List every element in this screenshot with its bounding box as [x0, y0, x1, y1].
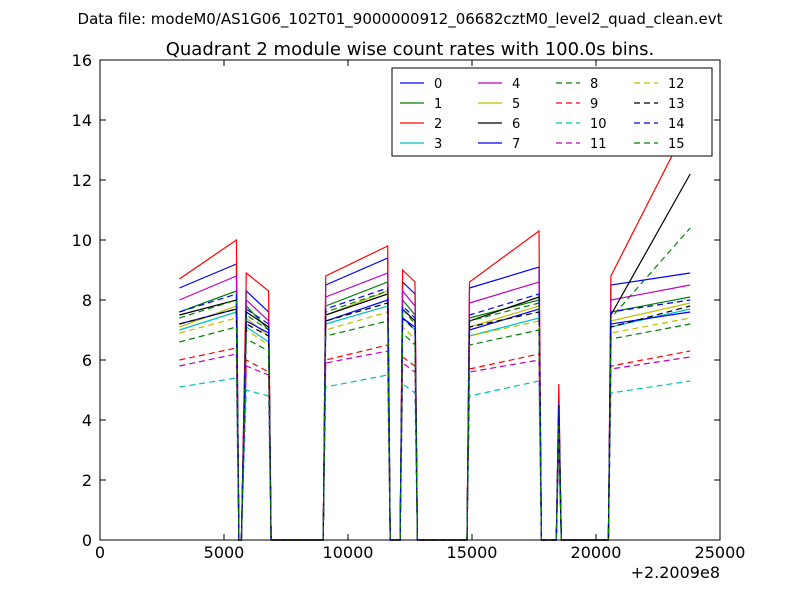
y-tick-label: 8	[82, 291, 92, 310]
x-tick-label: 20000	[571, 543, 622, 562]
y-tick-label: 14	[72, 111, 92, 130]
legend-label-1: 1	[434, 97, 442, 112]
y-tick-label: 16	[72, 51, 92, 70]
legend-label-15: 15	[668, 137, 685, 152]
x-tick-label: 10000	[323, 543, 374, 562]
y-tick-label: 12	[72, 171, 92, 190]
y-tick-label: 6	[82, 351, 92, 370]
series-line-4	[179, 272, 691, 541]
legend-label-10: 10	[590, 117, 607, 132]
x-tick-label: 0	[95, 543, 105, 562]
x-tick-label: 25000	[695, 543, 746, 562]
legend-box	[391, 67, 713, 157]
legend-label-0: 0	[434, 77, 442, 92]
series-line-11	[179, 350, 691, 541]
legend-label-6: 6	[512, 117, 520, 132]
series-line-10	[179, 374, 691, 541]
legend-label-14: 14	[668, 117, 685, 132]
y-tick-label: 4	[82, 411, 92, 430]
file-suptitle: Data file: modeM0/AS1G06_102T01_90000009…	[78, 10, 723, 29]
chart-title: Quadrant 2 module wise count rates with …	[166, 39, 655, 60]
legend-label-11: 11	[590, 137, 607, 152]
y-tick-label: 10	[72, 231, 92, 250]
x-tick-label: 5000	[204, 543, 245, 562]
legend-label-3: 3	[434, 137, 442, 152]
y-tick-label: 2	[82, 471, 92, 490]
x-offset-label: +2.2009e8	[631, 563, 720, 582]
legend-label-5: 5	[512, 97, 520, 112]
legend-label-9: 9	[590, 97, 598, 112]
series-line-2	[179, 119, 691, 541]
y-tick-label: 0	[82, 531, 92, 550]
x-tick-label: 15000	[447, 543, 498, 562]
legend-label-2: 2	[434, 117, 442, 132]
legend-label-8: 8	[590, 77, 598, 92]
series-line-15	[179, 320, 691, 541]
legend-label-7: 7	[512, 137, 520, 152]
legend-label-12: 12	[668, 77, 685, 92]
legend-label-4: 4	[512, 77, 520, 92]
series-layer	[179, 119, 691, 541]
legend-label-13: 13	[668, 97, 685, 112]
